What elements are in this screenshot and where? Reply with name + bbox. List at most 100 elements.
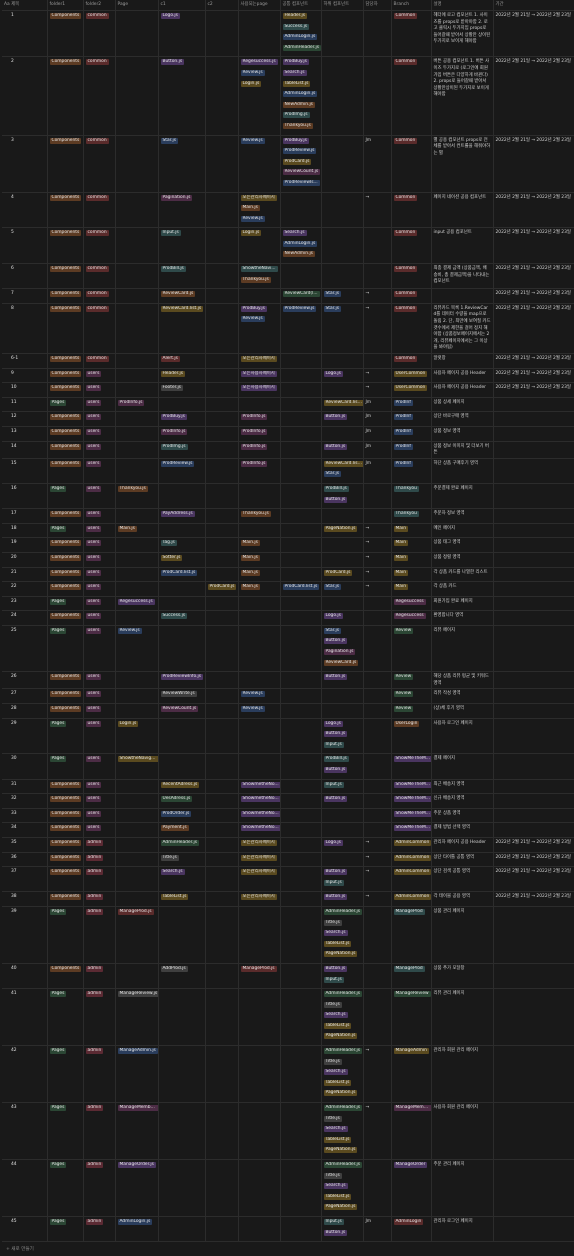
column-header[interactable]: 기간 [493,0,574,11]
table-row[interactable]: 18 Pages users Main.js PageNation.js → Main 메인 … [2,523,574,539]
table-row[interactable]: 24 Components users Success.js Logo.js Regesu… [2,610,574,626]
tag: Button.js [323,496,348,503]
cell-period [493,688,574,705]
table-row[interactable]: 22 Components users ProdCard.js Main.js ProdC… [2,581,574,597]
table-row[interactable]: 27 Components users ReviewWrite.js Review.js… [2,688,574,705]
cell-no: 23 [2,596,48,612]
table-row[interactable]: 35 Components admin AdminHeader.js 모든관리자페이지 L… [2,837,574,853]
cell-page [115,963,159,990]
column-header[interactable]: c1 [158,0,206,11]
table-row[interactable]: 41 Pages admin ManageReview.js AdminHeader.j… [2,988,574,1047]
table-row[interactable]: 23 Pages users Regesuccess.js Regesuccess 회원가… [2,596,574,612]
table-row[interactable]: 17 Components users PayAddress.js Thankyou.j… [2,508,574,524]
cell-branch: UserLogin [391,718,432,755]
table-row[interactable]: 2 Components common Button.js Regesuccess.js… [2,56,574,136]
table-row[interactable]: 20 Components users Sotter.js Main.js → Main 상품… [2,552,574,568]
table-row[interactable]: 38 Components admin TableList.js 모든관리자페이지 But… [2,891,574,907]
cell-text: 사용자 페이지 공용 Header [433,370,487,376]
row-title: 6 [11,266,14,272]
column-header[interactable]: 공통 컴포넌트 [280,0,322,11]
cell-f1: Components [47,353,84,369]
cell-used: 모든관리자페이지 [238,353,281,369]
tag: Logo.js [323,839,343,846]
table-row[interactable]: 4 Components common Pagination.js 모든관리자페이지 Ma… [2,192,574,229]
table-row[interactable]: 7 Components common ReviewCard.js ReviewCard… [2,288,574,304]
table-row[interactable]: 28 Components users ReviewCount.js Review.js… [2,703,574,719]
table-row[interactable]: 40 Components admin AddProd.js ManageProd.js… [2,963,574,990]
column-header[interactable]: folder2 [83,0,116,11]
cell-c1: AddProd.js [158,963,206,990]
column-header[interactable]: 담당자 [363,0,392,11]
table-row[interactable]: 36 Components admin Title.js 모든관리자페이지 → AdminC… [2,852,574,868]
table-row[interactable]: 32 Components users UesAdress.js ShowmetheNo… [2,793,574,809]
cell-desc: 상단 바로구매 영역 [431,411,494,427]
cell-owner [363,988,392,1047]
column-header[interactable]: 하위 컴포넌트 [321,0,364,11]
tag: ProdInf [393,443,413,450]
table-row[interactable]: 6 Components common ProdBill.js ShowtheNavi.… [2,263,574,290]
tag: ProdReviewInfo.js [160,674,204,681]
cell-sub [321,353,364,369]
cell-text: 각 상품 카드를 나열한 리스트 [433,569,488,575]
table-row[interactable]: 26 Components users ProdReviewInfo.js Button… [2,671,574,690]
cell-text: 상단 바로구매 영역 [433,414,469,420]
cell-common [280,426,322,442]
table-row[interactable]: 6-1 Components common Alert.js 모든관리자페이지 Commo… [2,353,574,369]
cell-used: 모든관리자페이지 [238,866,281,893]
table-row[interactable]: 8 Components common ReviewCard.list.js ProdB… [2,303,574,355]
cell-common [280,353,322,369]
column-header[interactable]: c2 [205,0,239,11]
cell-owner [363,483,392,510]
column-header[interactable]: 설명 [431,0,494,11]
table-row[interactable]: 21 Components users ProdCard.list.js Main.js… [2,567,574,583]
table-row[interactable]: 31 Components users RecentAdress.js Showmeth… [2,779,574,795]
column-header[interactable]: Branch [391,0,432,11]
table-row[interactable]: 37 Components admin Search.js 모든관리자페이지 Button… [2,866,574,893]
table-row[interactable]: 45 Pages admin AdminLogin.js Input.js Button.… [2,1216,574,1243]
cell-f2: admin [83,1159,116,1217]
new-row-button[interactable]: + 새로 만들기 [6,1247,34,1253]
cell-f2: users [83,581,116,597]
column-header[interactable]: Page [115,0,159,11]
table-row[interactable]: 15 Components users ProdReview.js ProdInfo.j… [2,458,574,484]
table-row[interactable]: 5 Components common Input.js Login.js Search.… [2,227,574,265]
table-row[interactable]: 13 Components users ProdInfo.js ProdInfo.js J… [2,426,574,442]
table-row[interactable]: 11 Pages users ProdInfo.js ReviewCard.list.j… [2,397,574,413]
table-row[interactable]: 29 Pages users Login.js Logo.js Button.js Inpu… [2,718,574,755]
table-row[interactable]: 34 Components users Payment.js ShowmetheNo..… [2,822,574,838]
cell-common [280,610,322,626]
table-row[interactable]: 39 Pages admin ManageProd.js AdminHeader.js T… [2,906,574,964]
table-row[interactable]: 25 Pages users Review.js Star.js Button.js Pag… [2,625,574,673]
cell-sub [321,688,364,705]
tag: Pages [49,991,67,998]
cell-desc: 리뷰 페이지 [431,625,494,673]
table-row[interactable]: 16 Pages users Thankyou.js ProdBill.js Button… [2,483,574,510]
table-row[interactable]: 3 Components common Star.js Review.js ProdBuy… [2,135,574,193]
cell-text: 각 테이블 공용 영역 [433,894,471,900]
tag: ReviewCard.js [160,291,196,298]
table-row[interactable]: 1 Components common Logo.js Header.js Success… [2,10,574,58]
table-row[interactable]: 44 Pages admin ManageOrder.js AdminHeader.js… [2,1159,574,1217]
cell-c1 [158,625,206,673]
tag: Regesuccess.js [240,59,278,66]
table-row[interactable]: 42 Pages admin ManageAdmin.js AdminHeader.js… [2,1045,574,1104]
row-title: 25 [11,627,17,633]
tag: PageNation.js [323,1090,358,1097]
table-row[interactable]: 43 Pages admin ManageMember... AdminHeader.j… [2,1102,574,1160]
table-row[interactable]: 9 Components users Header.js 모든사용자페이지 Logo.js… [2,368,574,384]
tag: TableList.js [323,940,352,947]
table-row[interactable]: 30 Pages users ShowtheNavigation... ProdBill… [2,753,574,780]
table-row[interactable]: 14 Components users ProdImg.js ProdInfo.js Bu… [2,441,574,459]
table-row[interactable]: 33 Components users ProdOrder.js ShowmetheNo… [2,808,574,824]
cell-text: 버튼 공용 컴포넌트 1. 버튼 사이즈 두가지로 (로그인에 회원가입 버튼은… [433,59,490,98]
tag: Common [393,230,418,237]
cell-text: 2022년 2월 21일 → 2022년 2월 23일 [495,869,571,875]
column-header[interactable]: Aa 제목 [2,0,48,11]
cell-f2: users [83,458,116,484]
cell-used: Login.js [238,227,281,265]
table-row[interactable]: 19 Components users Tag.js Main.js → Main 상품 태그… [2,537,574,553]
column-header[interactable]: 사용되는page [238,0,281,11]
table-row[interactable]: 12 Components users ProdBuy.js ProdInfo.js Bu… [2,411,574,427]
table-row[interactable]: 10 Components users Footer.js 모든사용자페이지 → UserC… [2,382,574,398]
column-header[interactable]: folder1 [47,0,84,11]
